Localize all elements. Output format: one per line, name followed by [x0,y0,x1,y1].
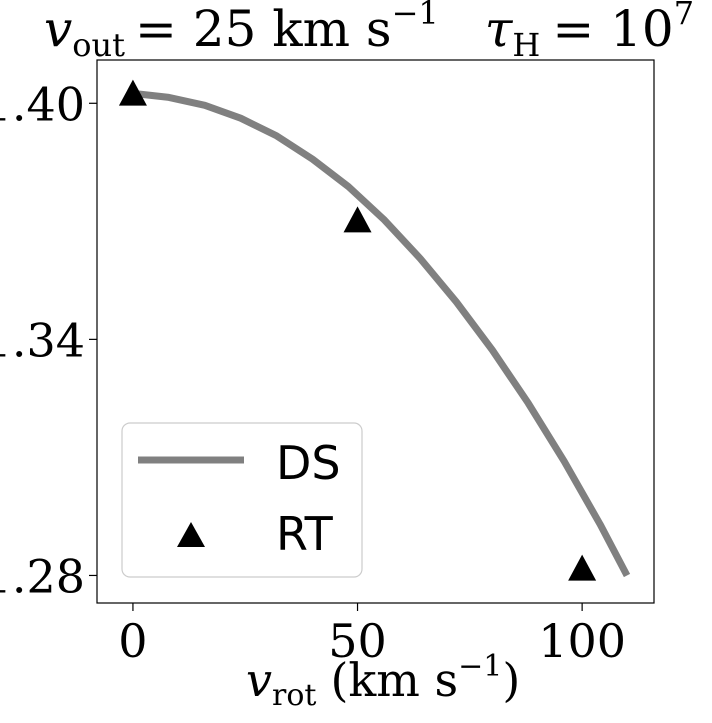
title-tau-exp: 7 [674,0,694,32]
axis-tick-labels: 0 50 100 1.28 1.34 1.40 [0,77,626,668]
title-tau-symbol: τ [485,0,514,58]
axis-ticks [89,102,583,611]
xlabel-units-open: (km s [330,653,458,707]
series-ds-line [132,89,631,578]
plot-frame [96,59,655,604]
series-rt-point-2 [568,554,597,581]
y-tick-label-1: 1.34 [0,313,85,367]
legend-ds-label: DS [276,436,341,490]
x-tick-label-0: 0 [118,614,147,668]
xlabel-units-close: ) [502,653,520,707]
x-axis-label: vrot (km s−1) [246,649,520,713]
xlabel-subscript: rot [272,678,316,713]
title-vout-subscript: out [72,26,125,64]
legend: DS RT [121,422,363,578]
series-rt-point-0 [118,79,147,106]
xlabel-symbol: v [246,653,272,707]
y-tick-label-2: 1.40 [0,77,85,131]
chart-title: vout = 25 km s−1 τH = 107 [44,0,694,64]
title-vout-eq: = 25 km s [135,0,392,58]
y-tick-label-0: 1.28 [0,549,85,603]
title-tau-eq: = 10 [552,0,673,58]
x-tick-label-1: 50 [328,614,387,668]
legend-rt-swatch [177,522,205,547]
title-vout-symbol: v [44,0,72,58]
title-vout-exp: −1 [392,0,439,32]
data-series [118,79,631,581]
title-tau-subscript: H [512,26,540,64]
series-rt-point-1 [343,206,372,233]
xlabel-units-exp: −1 [458,649,502,684]
legend-rt-label: RT [276,507,334,561]
x-tick-label-2: 100 [538,614,626,668]
